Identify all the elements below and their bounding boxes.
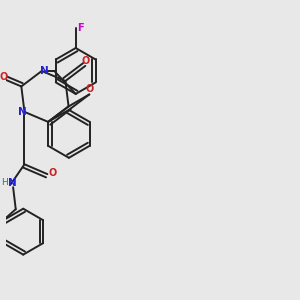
Text: N: N (40, 66, 49, 76)
Text: H: H (1, 178, 8, 187)
Text: F: F (77, 23, 83, 33)
Text: O: O (85, 84, 93, 94)
Text: O: O (0, 72, 8, 82)
Text: O: O (49, 168, 57, 178)
Text: O: O (81, 56, 89, 66)
Text: N: N (8, 178, 16, 188)
Text: N: N (18, 107, 26, 117)
